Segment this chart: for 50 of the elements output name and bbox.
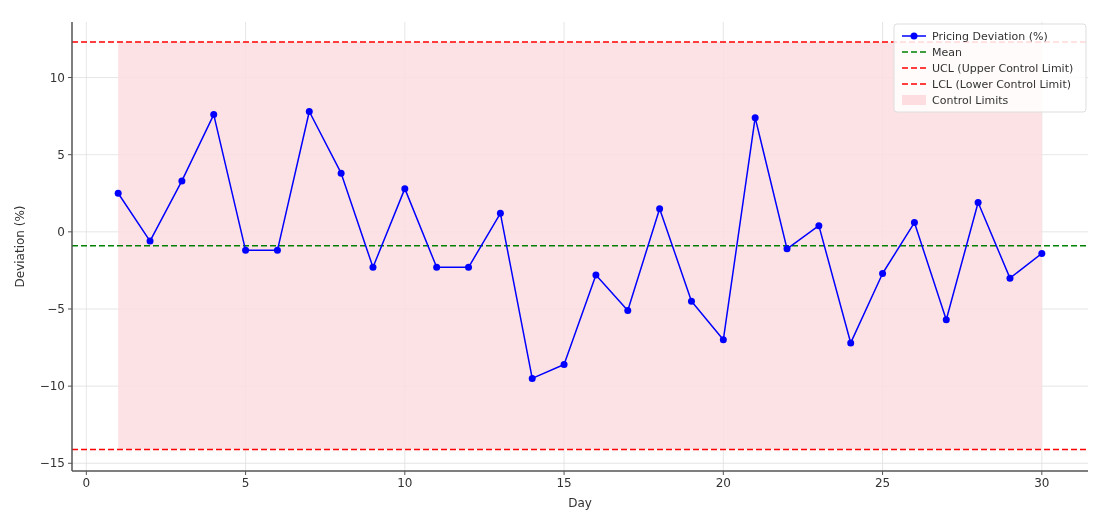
point <box>337 169 345 177</box>
x-tick-label: 10 <box>397 476 413 490</box>
x-tick-label: 25 <box>874 476 891 490</box>
y-tick-label: 0 <box>57 225 65 240</box>
point <box>273 246 281 254</box>
point <box>656 205 664 213</box>
band-label: Control Limits <box>932 93 1009 107</box>
y-tick-label: 10 <box>49 70 65 85</box>
x-tick-label: 5 <box>241 476 250 490</box>
point <box>815 222 823 230</box>
point <box>242 246 250 254</box>
point <box>210 111 218 119</box>
point <box>496 209 504 217</box>
point <box>465 263 473 271</box>
point <box>847 339 855 347</box>
point <box>369 263 377 271</box>
legend-label: Mean <box>932 45 962 59</box>
x-axis-title: Day <box>568 496 592 510</box>
point <box>719 336 727 344</box>
point <box>1006 274 1014 282</box>
point <box>910 219 918 227</box>
y-tick-label: −10 <box>39 379 65 394</box>
point <box>528 374 536 382</box>
point <box>751 114 759 122</box>
legend-label: Pricing Deviation (%) <box>932 29 1048 43</box>
point <box>1038 249 1046 257</box>
point <box>178 177 186 185</box>
point <box>974 199 982 207</box>
point <box>401 185 409 193</box>
x-tick-label: 20 <box>715 476 731 490</box>
legend-label: LCL (Lower Control Limit) <box>932 77 1071 91</box>
point <box>783 245 791 253</box>
x-tick-label: 30 <box>1034 476 1050 490</box>
point <box>114 189 122 197</box>
point <box>433 263 441 271</box>
legend-label: UCL (Upper Control Limit) <box>932 61 1074 75</box>
point <box>560 361 568 369</box>
point <box>146 237 154 245</box>
y-tick-label: −15 <box>39 456 65 471</box>
point <box>592 271 600 279</box>
y-tick-label: −5 <box>47 302 65 317</box>
x-tick-label: 15 <box>556 476 572 490</box>
point <box>624 307 632 315</box>
point <box>942 316 950 324</box>
x-tick-label: 0 <box>82 476 91 490</box>
y-tick-label: 5 <box>57 147 65 162</box>
point <box>305 107 313 115</box>
point <box>687 297 695 305</box>
point <box>879 270 887 277</box>
y-axis-title: Deviation (%) <box>13 205 27 288</box>
